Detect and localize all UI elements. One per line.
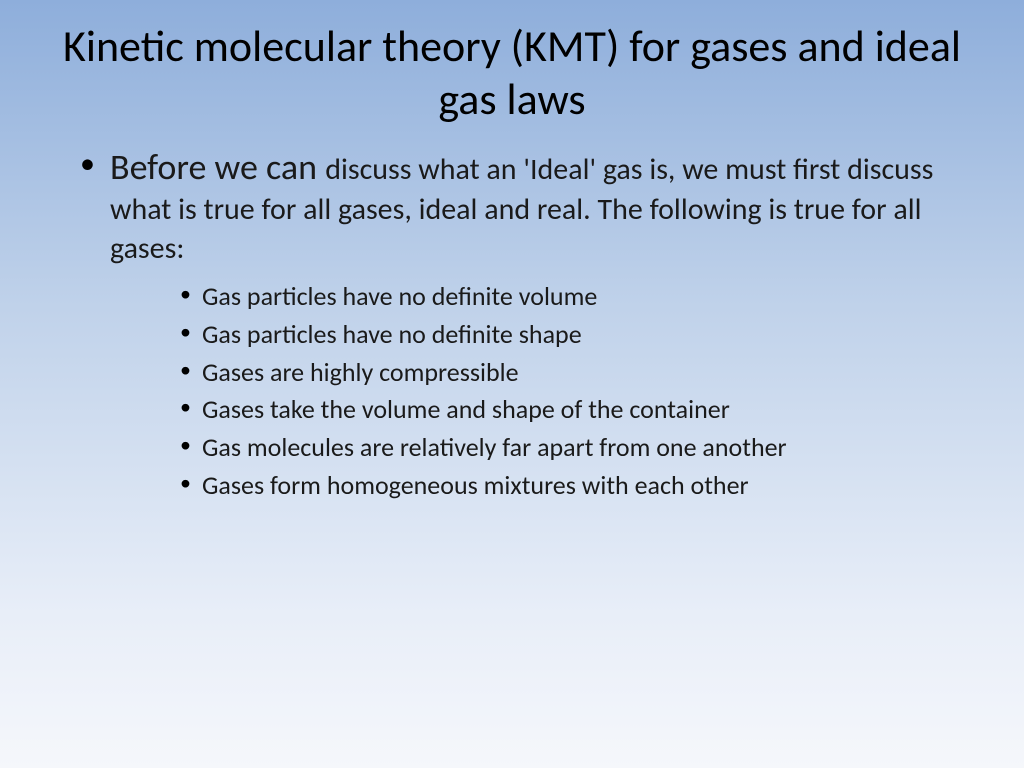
sub-bullet-item: Gas particles have no definite volume <box>180 278 974 316</box>
sub-bullet-item: Gases form homogeneous mixtures with eac… <box>180 467 974 505</box>
sub-bullet-item: Gas molecules are relatively far apart f… <box>180 429 974 467</box>
sub-bullet-item: Gas particles have no definite shape <box>180 316 974 354</box>
slide-title: Kinetic molecular theory (KMT) for gases… <box>50 20 974 126</box>
main-bullet-list: Before we can discuss what an 'Ideal' ga… <box>50 144 974 269</box>
sub-bullet-item: Gases are highly compressible <box>180 354 974 392</box>
sub-bullet-item: Gases take the volume and shape of the c… <box>180 391 974 429</box>
intro-lead-text: Before we can <box>110 145 325 189</box>
intro-bullet: Before we can discuss what an 'Ideal' ga… <box>80 144 974 269</box>
sub-bullet-list: Gas particles have no definite volume Ga… <box>50 278 974 504</box>
